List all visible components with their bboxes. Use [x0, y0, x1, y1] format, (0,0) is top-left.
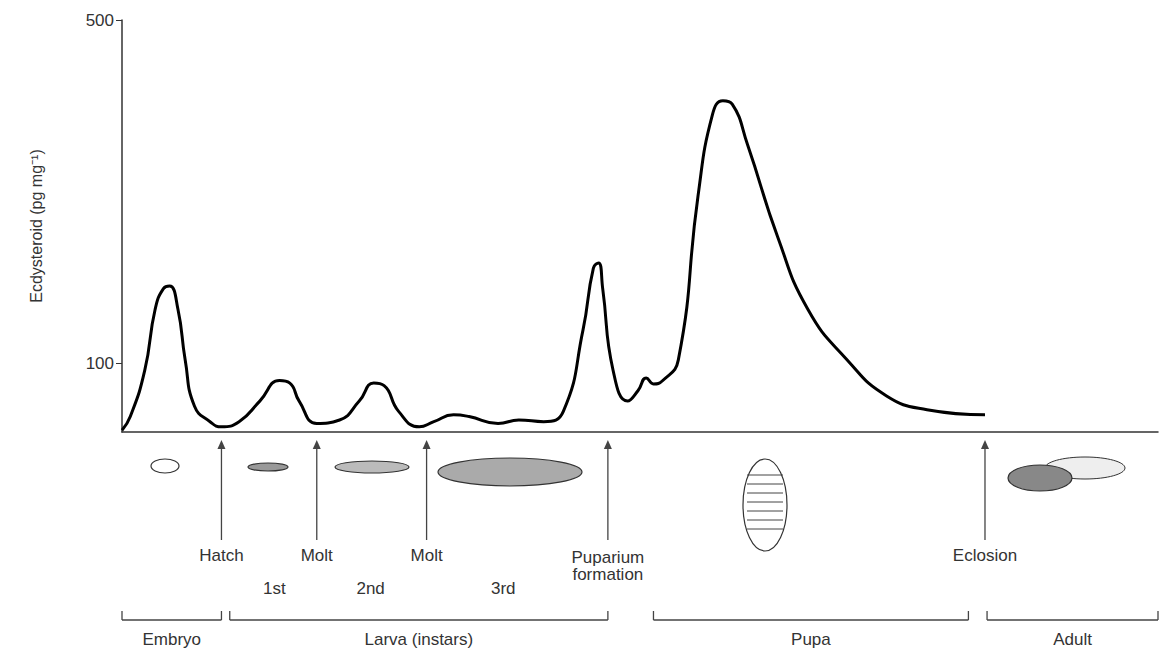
- svg-text:Adult: Adult: [1053, 630, 1092, 649]
- svg-text:Molt: Molt: [301, 546, 333, 565]
- svg-text:2nd: 2nd: [356, 579, 384, 598]
- svg-text:Hatch: Hatch: [199, 546, 243, 565]
- svg-text:1st: 1st: [263, 579, 286, 598]
- svg-text:Embryo: Embryo: [142, 630, 201, 649]
- svg-text:3rd: 3rd: [491, 579, 516, 598]
- svg-text:Larva (instars): Larva (instars): [364, 630, 473, 649]
- svg-text:Pupa: Pupa: [791, 630, 831, 649]
- svg-text:100: 100: [86, 354, 114, 373]
- svg-text:500: 500: [86, 11, 114, 30]
- svg-text:Eclosion: Eclosion: [953, 546, 1017, 565]
- svg-text:Puparium: Puparium: [571, 548, 645, 567]
- svg-text:formation: formation: [572, 565, 643, 584]
- svg-text:Ecdysteroid (pg mg⁻¹): Ecdysteroid (pg mg⁻¹): [28, 149, 45, 303]
- svg-text:Molt: Molt: [411, 546, 443, 565]
